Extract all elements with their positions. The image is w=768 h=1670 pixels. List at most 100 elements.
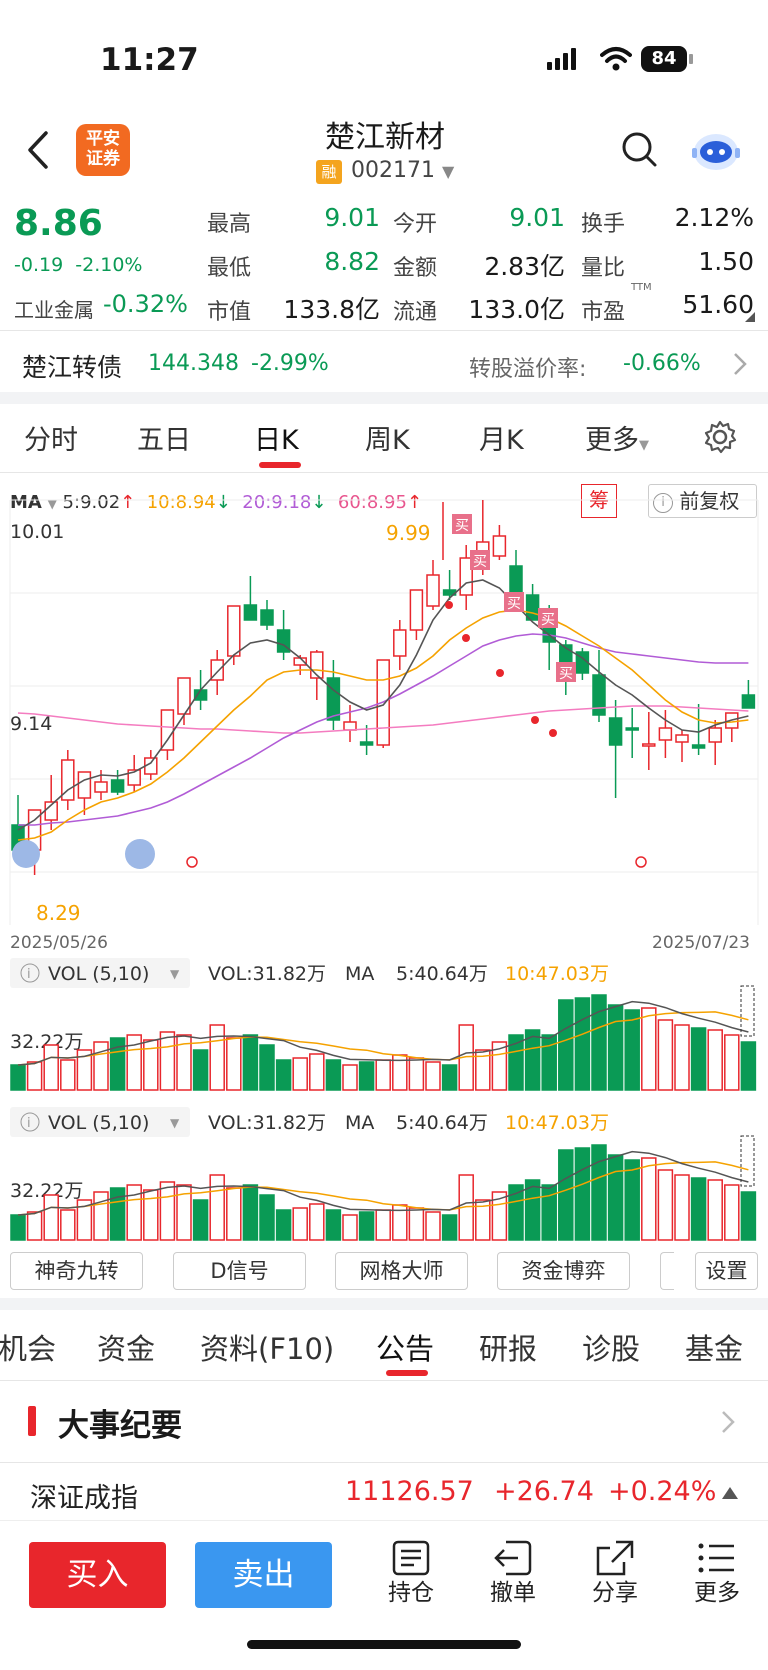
cancel-order-icon[interactable]: [494, 1540, 532, 1576]
bond-name[interactable]: 楚江转债: [22, 353, 123, 382]
open-value: 9.01: [509, 203, 565, 232]
adjust-mode-button[interactable]: i 前复权: [648, 484, 757, 518]
ma5-value: 5:9.02: [62, 492, 121, 513]
volume-bar: [475, 1049, 491, 1091]
triangle-up-icon: [722, 1487, 738, 1499]
signal-dot: [462, 634, 470, 642]
ma-label: MA: [10, 492, 42, 513]
low-value: 8.82: [324, 247, 380, 276]
tab-five-day[interactable]: 五日: [137, 425, 191, 456]
volume-bar: [441, 1064, 458, 1091]
volume-bar: [408, 1207, 425, 1241]
volume-bar: [674, 1174, 690, 1241]
holdings-icon[interactable]: [392, 1540, 430, 1576]
volume-bar: [475, 1199, 491, 1241]
tab-fund[interactable]: 基金: [685, 1332, 744, 1366]
volume-bar: [558, 1149, 574, 1241]
volume-bar: [607, 1004, 624, 1091]
volume-bar: [143, 1189, 159, 1241]
vol-value-1: VOL:31.82万: [208, 963, 326, 985]
tab-opportunity[interactable]: 机会: [0, 1332, 57, 1366]
low-mark-label: 8.29: [36, 901, 81, 925]
amount-value: 2.83亿: [484, 252, 565, 281]
candle-body: [426, 574, 440, 607]
volume-bar: [408, 1057, 425, 1091]
volume-bar: [10, 1214, 26, 1241]
tool-partial[interactable]: [660, 1252, 674, 1290]
tab-f10[interactable]: 资料(F10): [200, 1332, 335, 1366]
tab-monthly-k[interactable]: 月K: [479, 425, 524, 456]
volume-bar: [10, 1064, 26, 1091]
robot-assistant-icon[interactable]: [690, 128, 742, 174]
tab-announcement[interactable]: 公告: [376, 1332, 435, 1366]
price-change: -0.19 -2.10%: [14, 254, 142, 276]
candle-body: [409, 589, 424, 631]
candle-body: [227, 605, 241, 657]
sell-button[interactable]: 卖出: [195, 1542, 332, 1608]
volume-bar: [425, 1211, 441, 1241]
volume-bar: [624, 1159, 640, 1241]
expand-icon: [125, 839, 155, 869]
low-label: 最低: [207, 256, 252, 281]
bond-price: 144.348: [148, 351, 239, 376]
logo-line-2: 证券: [86, 149, 120, 169]
candle-body: [260, 609, 274, 626]
wifi-icon: [600, 47, 632, 71]
tool-settings[interactable]: 设置: [695, 1252, 758, 1290]
volume-bar: [209, 1174, 225, 1241]
tool-fund-game[interactable]: 资金博弈: [497, 1252, 630, 1290]
tool-d-signal[interactable]: D信号: [173, 1252, 306, 1290]
vol-cursor-box: [740, 985, 755, 1037]
volume-bar: [591, 994, 607, 1091]
open-label: 今开: [393, 212, 438, 237]
tab-daily-k[interactable]: 日K: [254, 425, 299, 456]
volume-bar: [93, 1191, 109, 1241]
tool-grid-master[interactable]: 网格大师: [335, 1252, 468, 1290]
volume-bar: [674, 1024, 690, 1091]
candle-body: [658, 727, 673, 741]
tool-magic-nine[interactable]: 神奇九转: [10, 1252, 143, 1290]
chevron-right-icon[interactable]: [718, 1408, 738, 1436]
battery-level: 84: [651, 48, 677, 69]
more-menu-icon[interactable]: [698, 1542, 736, 1574]
tab-research[interactable]: 研报: [479, 1332, 538, 1366]
search-icon[interactable]: [620, 130, 660, 170]
stock-code[interactable]: 002171 ▼: [351, 158, 454, 183]
tab-intraday[interactable]: 分时: [24, 425, 78, 456]
settings-gear-icon[interactable]: [703, 420, 737, 454]
index-pct: +0.24%: [608, 1476, 717, 1507]
holdings-label[interactable]: 持仓: [388, 1580, 434, 1606]
more-label[interactable]: 更多: [694, 1580, 740, 1606]
tab-diagnosis[interactable]: 诊股: [582, 1332, 641, 1366]
back-icon[interactable]: [20, 125, 60, 175]
sector-name[interactable]: 工业金属: [14, 298, 94, 322]
price-change-value: -0.19: [14, 254, 64, 276]
volume-bar: [309, 1053, 325, 1091]
buy-button[interactable]: 买入: [29, 1542, 166, 1608]
gear-marker-icon: [635, 856, 647, 868]
chevron-right-icon[interactable]: [730, 350, 750, 378]
tab-more[interactable]: 更多▼: [585, 418, 649, 457]
cancel-order-label[interactable]: 撤单: [490, 1580, 536, 1606]
candle-body: [94, 781, 108, 793]
candle-body: [492, 535, 507, 557]
volume-bar: [641, 1157, 657, 1241]
volume-bar: [259, 1044, 275, 1091]
info-tab-indicator: [386, 1370, 428, 1376]
volume-bar: [358, 1061, 375, 1091]
share-label[interactable]: 分享: [592, 1580, 638, 1606]
share-icon[interactable]: [596, 1540, 634, 1576]
high-value: 9.01: [324, 203, 380, 232]
ma10-line: [17, 609, 749, 841]
tab-funds[interactable]: 资金: [97, 1332, 156, 1366]
buy-tag: 买: [455, 518, 469, 534]
amount-label: 金额: [393, 256, 438, 281]
status-time: 11:27: [100, 42, 199, 78]
volume-bar: [292, 1207, 308, 1241]
volume-bar: [226, 1037, 242, 1091]
buy-tag: 买: [559, 666, 573, 682]
index-name[interactable]: 深证成指: [30, 1483, 138, 1514]
tab-weekly-k[interactable]: 周K: [365, 425, 410, 456]
volume-panel-2: i VOL (5,10) ▼ VOL:31.82万 MA 5:40.64万 10…: [10, 1107, 757, 1241]
